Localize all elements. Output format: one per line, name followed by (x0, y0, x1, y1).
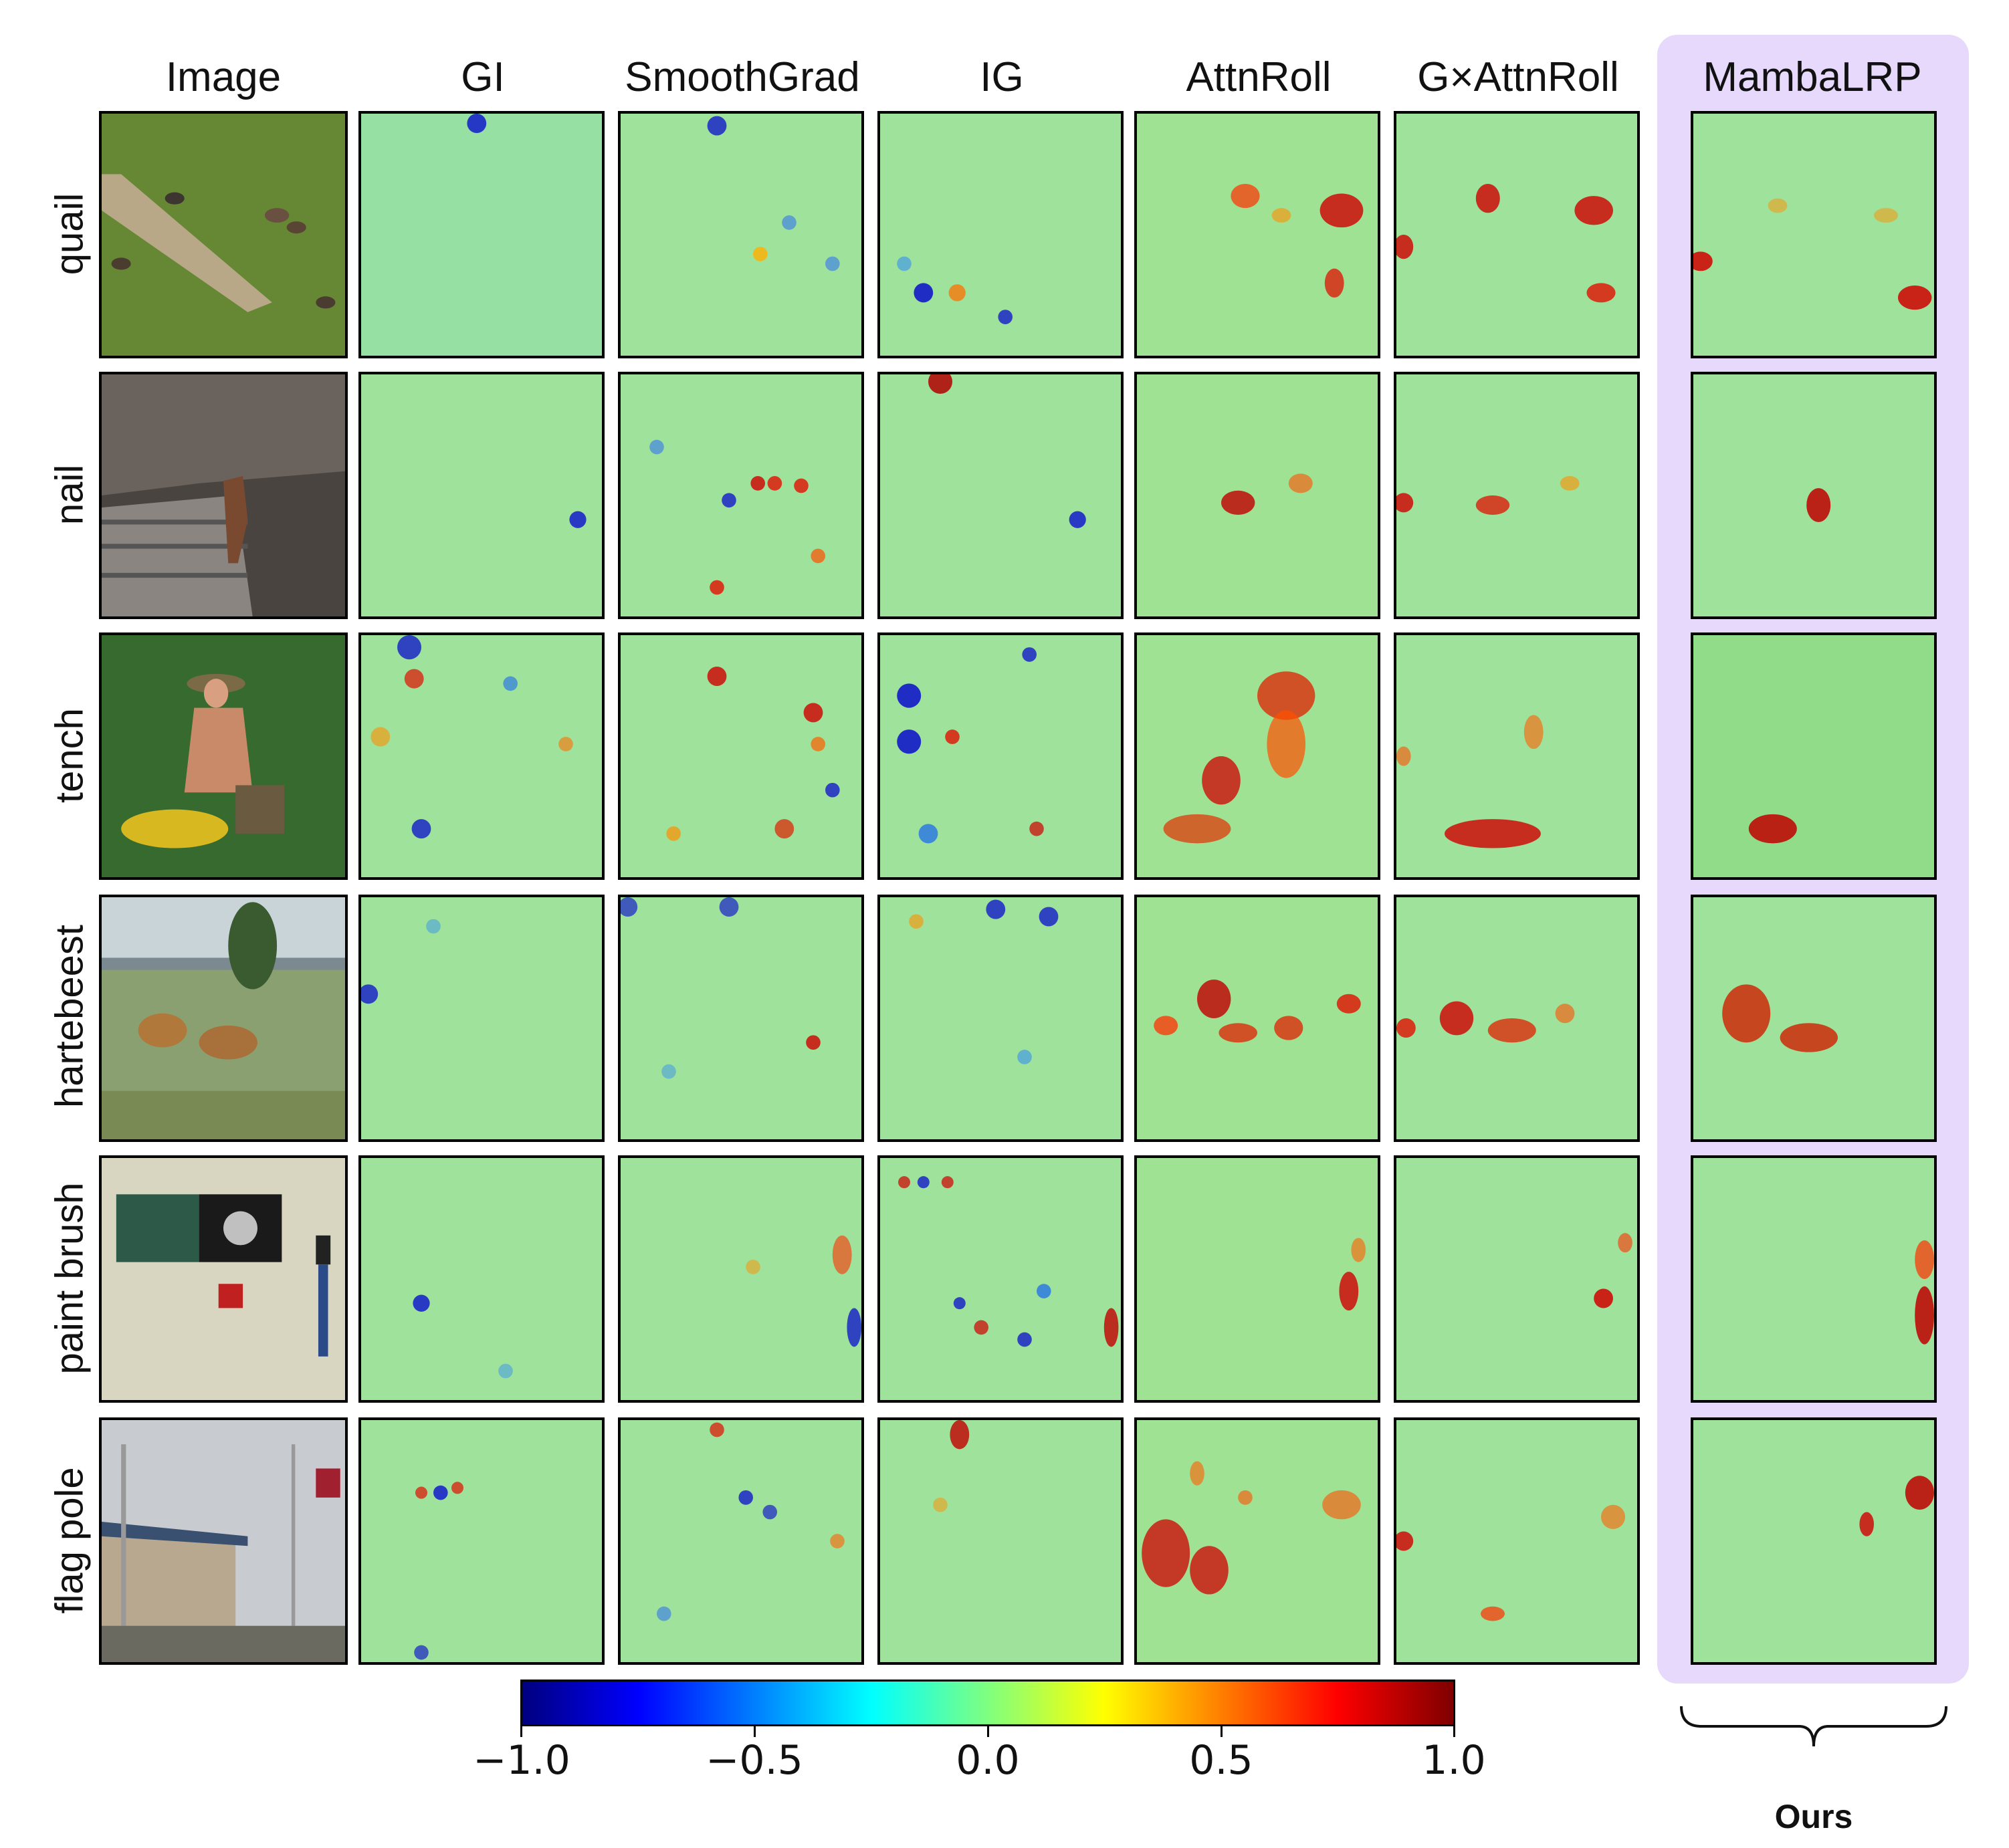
heatmap-smoothgrad-nail (618, 372, 864, 619)
photo-flag-pole (99, 1417, 348, 1665)
col-header-gxattnroll: G×AttnRoll (1417, 54, 1619, 100)
colorbar-tick-label: 0.0 (956, 1737, 1020, 1784)
photo-paint-brush (99, 1155, 348, 1403)
colorbar-tick (754, 1726, 756, 1737)
photo-nail (99, 372, 348, 619)
ours-brace (1680, 1706, 1947, 1747)
col-header-mambalrp: MambaLRP (1703, 54, 1922, 100)
heatmap-attnroll-hartebeest (1134, 895, 1380, 1142)
heatmap-mambalrp-tench (1691, 632, 1937, 880)
heatmap-gi-hartebeest (358, 895, 605, 1142)
heatmap-ig-paint-brush (877, 1155, 1124, 1403)
heatmap-attnroll-paint-brush (1134, 1155, 1380, 1403)
colorbar-tick (520, 1726, 522, 1737)
heatmap-gxattnroll-flag-pole (1394, 1417, 1640, 1665)
colorbar-tick-label: −1.0 (473, 1737, 570, 1784)
col-header-image: Image (165, 54, 282, 100)
heatmap-gi-paint-brush (358, 1155, 605, 1403)
heatmap-gi-tench (358, 632, 605, 880)
photo-quail (99, 111, 348, 358)
heatmap-attnroll-quail (1134, 111, 1380, 358)
heatmap-mambalrp-paint-brush (1691, 1155, 1937, 1403)
heatmap-ig-tench (877, 632, 1124, 880)
heatmap-smoothgrad-tench (618, 632, 864, 880)
heatmap-ig-quail (877, 111, 1124, 358)
heatmap-gxattnroll-tench (1394, 632, 1640, 880)
heatmap-smoothgrad-flag-pole (618, 1417, 864, 1665)
colorbar-tick-label: −0.5 (706, 1737, 803, 1784)
heatmap-gi-nail (358, 372, 605, 619)
heatmap-ig-flag-pole (877, 1417, 1124, 1665)
heatmap-attnroll-flag-pole (1134, 1417, 1380, 1665)
heatmap-mambalrp-quail (1691, 111, 1937, 358)
heatmap-smoothgrad-paint-brush (618, 1155, 864, 1403)
heatmap-gxattnroll-paint-brush (1394, 1155, 1640, 1403)
colorbar-tick (1221, 1726, 1223, 1737)
heatmap-gxattnroll-nail (1394, 372, 1640, 619)
heatmap-gxattnroll-hartebeest (1394, 895, 1640, 1142)
col-header-smoothgrad: SmoothGrad (625, 54, 860, 100)
heatmap-smoothgrad-hartebeest (618, 895, 864, 1142)
heatmap-ig-hartebeest (877, 895, 1124, 1142)
heatmap-smoothgrad-quail (618, 111, 864, 358)
col-header-ig: IG (980, 54, 1024, 100)
heatmap-attnroll-nail (1134, 372, 1380, 619)
photo-hartebeest (99, 895, 348, 1142)
col-header-gi: GI (461, 54, 505, 100)
heatmap-mambalrp-flag-pole (1691, 1417, 1937, 1665)
colorbar-tick (987, 1726, 989, 1737)
colorbar (520, 1680, 1455, 1726)
heatmap-ig-nail (877, 372, 1124, 619)
heatmap-mambalrp-hartebeest (1691, 895, 1937, 1142)
col-header-attnroll: AttnRoll (1186, 54, 1332, 100)
ours-label: Ours (1774, 1798, 1853, 1835)
heatmap-attnroll-tench (1134, 632, 1380, 880)
heatmap-gi-quail (358, 111, 605, 358)
heatmap-gi-flag-pole (358, 1417, 605, 1665)
colorbar-tick (1453, 1726, 1455, 1737)
colorbar-tick-label: 0.5 (1189, 1737, 1253, 1784)
colorbar-tick-label: 1.0 (1422, 1737, 1486, 1784)
heatmap-mambalrp-nail (1691, 372, 1937, 619)
heatmap-gxattnroll-quail (1394, 111, 1640, 358)
photo-tench (99, 632, 348, 880)
